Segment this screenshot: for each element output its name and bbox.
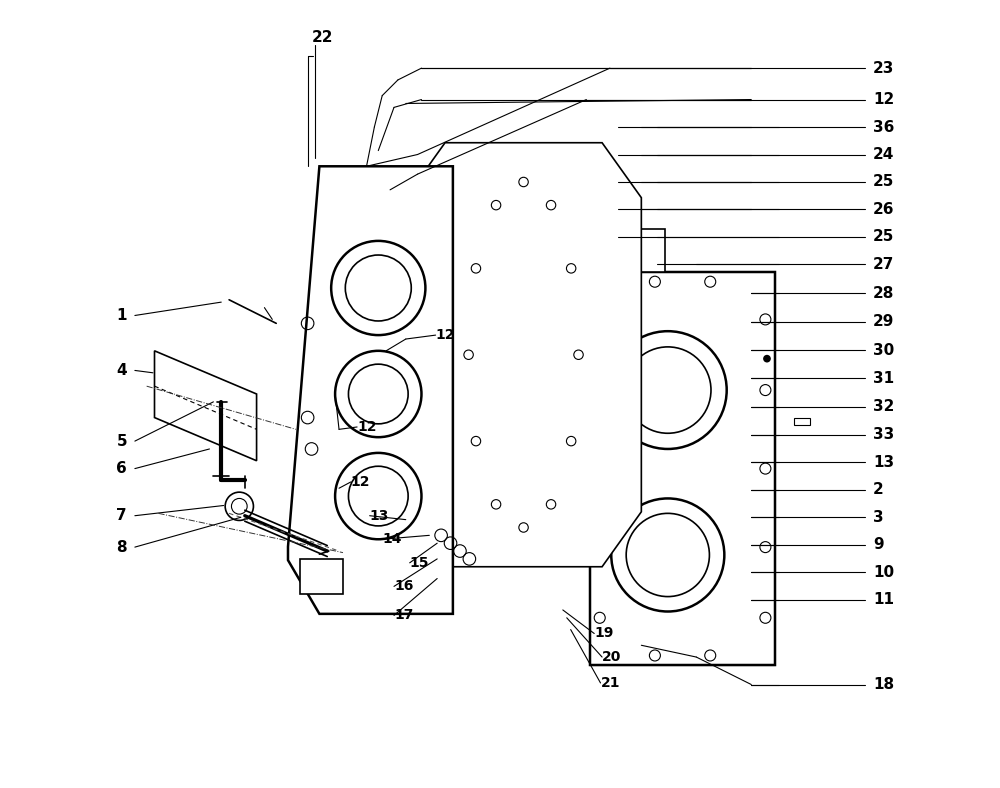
Text: 6: 6	[116, 461, 127, 476]
Text: 17: 17	[394, 608, 413, 623]
Text: 12: 12	[357, 420, 377, 434]
Text: 33: 33	[873, 427, 894, 442]
Text: 8: 8	[116, 540, 127, 555]
Text: 15: 15	[410, 556, 429, 570]
Polygon shape	[288, 166, 453, 614]
Text: 21: 21	[601, 676, 620, 690]
Text: 9: 9	[873, 537, 884, 552]
Text: 24: 24	[873, 147, 894, 162]
Text: 5: 5	[116, 433, 127, 448]
Text: 10: 10	[873, 565, 894, 580]
Polygon shape	[406, 143, 641, 567]
Text: 13: 13	[370, 509, 389, 522]
Text: 29: 29	[873, 314, 894, 329]
Text: 14: 14	[382, 532, 402, 546]
Text: 2: 2	[873, 482, 884, 497]
Text: 30: 30	[873, 343, 894, 358]
Text: 12: 12	[351, 475, 370, 489]
Text: 32: 32	[873, 399, 894, 414]
Text: 12: 12	[436, 328, 455, 342]
Text: 26: 26	[873, 202, 894, 217]
Text: 11: 11	[873, 593, 894, 608]
Text: 25: 25	[873, 229, 894, 244]
Text: 36: 36	[873, 120, 894, 135]
Text: 22: 22	[312, 30, 333, 45]
Text: 1: 1	[117, 308, 127, 323]
Text: 20: 20	[602, 650, 621, 664]
Text: 18: 18	[873, 677, 894, 692]
Text: 16: 16	[394, 579, 413, 593]
Polygon shape	[794, 418, 810, 426]
Text: 31: 31	[873, 371, 894, 386]
Circle shape	[764, 355, 770, 362]
Text: 27: 27	[873, 257, 894, 272]
Text: 19: 19	[594, 626, 614, 641]
Text: 28: 28	[873, 286, 894, 301]
Text: 3: 3	[873, 510, 884, 525]
Text: 25: 25	[873, 174, 894, 189]
FancyBboxPatch shape	[610, 229, 665, 273]
FancyBboxPatch shape	[590, 273, 775, 665]
Text: 12: 12	[873, 92, 894, 107]
Polygon shape	[155, 351, 257, 461]
Text: 7: 7	[116, 508, 127, 523]
Text: 4: 4	[116, 363, 127, 378]
Text: 13: 13	[873, 455, 894, 470]
FancyBboxPatch shape	[300, 559, 343, 594]
Text: 23: 23	[873, 61, 894, 76]
